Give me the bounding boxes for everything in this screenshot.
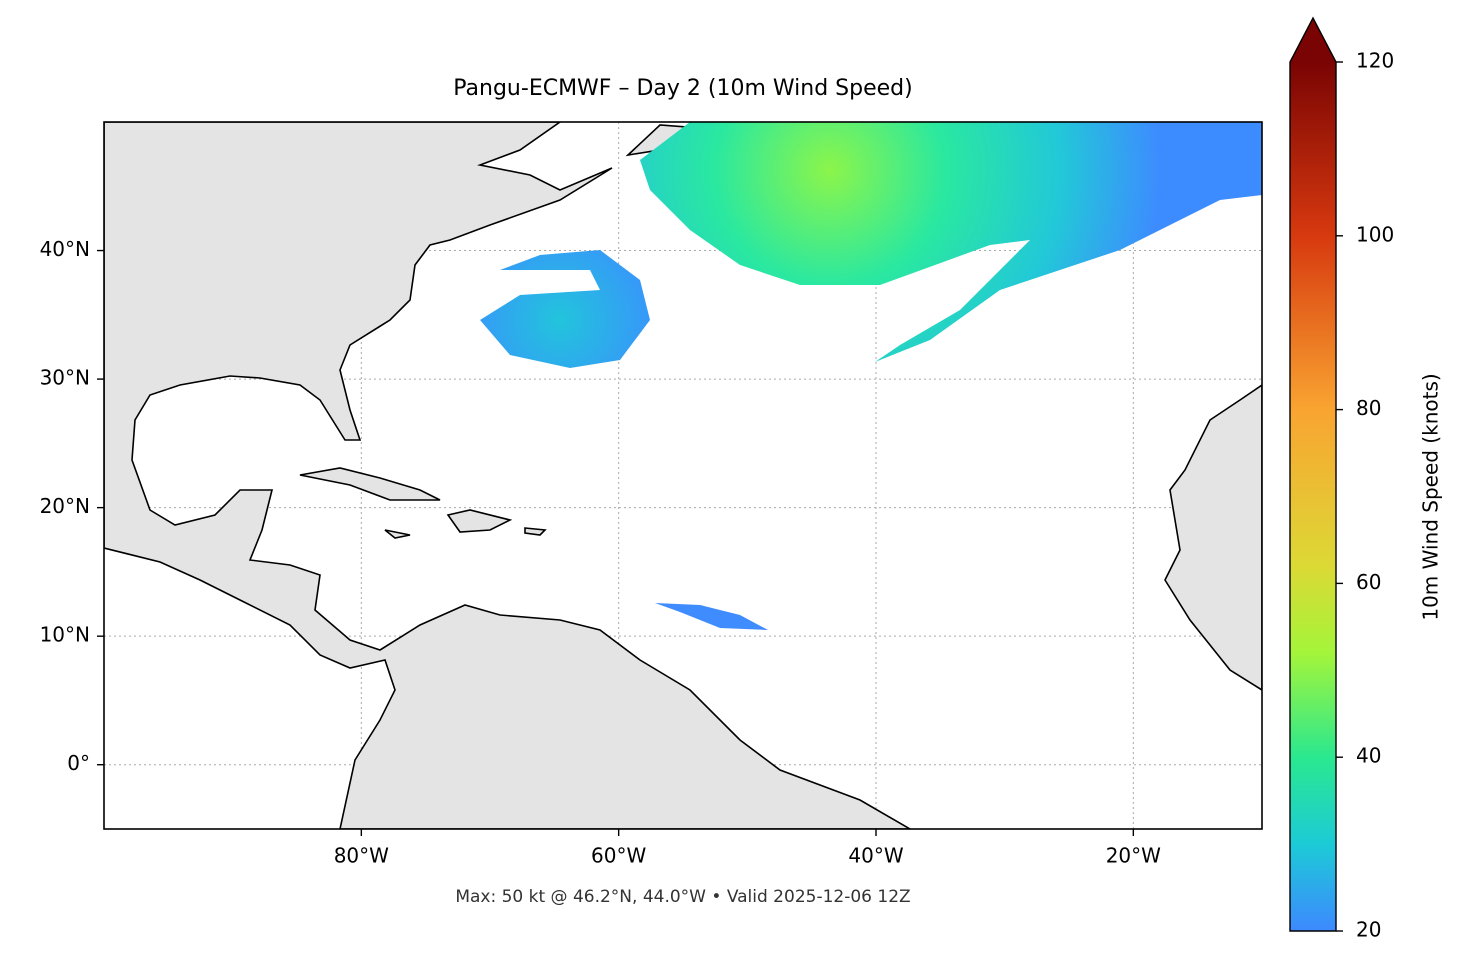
wind-area: [480, 250, 650, 368]
colorbar-extend: [1290, 18, 1336, 62]
colorbar-tick-label: 20: [1356, 918, 1381, 942]
y-tick-label: 40°N: [40, 237, 90, 261]
colorbar-scale: [1290, 62, 1336, 931]
colorbar-label: 10m Wind Speed (knots): [1419, 373, 1443, 620]
map-frame: [103, 121, 1263, 830]
wind-area: [655, 603, 768, 630]
chart-title: Pangu-ECMWF – Day 2 (10m Wind Speed): [453, 76, 912, 101]
colorbar-tick-label: 80: [1356, 396, 1381, 420]
colorbar: 20 40 60 80 100 120: [1289, 16, 1394, 942]
y-tick-label: 20°N: [40, 494, 90, 518]
x-tick-label: 40°W: [848, 844, 903, 868]
colorbar-tick-label: 120: [1356, 49, 1394, 73]
wind-area: [640, 122, 1262, 362]
africa: [1164, 384, 1262, 691]
colorbar-tick-label: 60: [1356, 570, 1381, 594]
x-tick-label: 80°W: [334, 844, 389, 868]
caption: Max: 50 kt @ 46.2°N, 44.0°W • Valid 2025…: [455, 887, 910, 907]
puerto-rico: [524, 527, 547, 536]
y-tick-label: 30°N: [40, 366, 90, 390]
colorbar-frame: [1289, 16, 1337, 932]
y-tick-label: 10°N: [40, 623, 90, 647]
x-tick-label: 60°W: [591, 844, 646, 868]
colorbar-tick-label: 100: [1356, 222, 1394, 246]
jamaica: [384, 529, 411, 539]
colorbar-tick-label: 40: [1356, 744, 1381, 768]
cuba: [299, 467, 441, 501]
x-tick-label: 20°W: [1106, 844, 1161, 868]
americas: [104, 122, 912, 829]
y-tick-label: 0°: [67, 751, 90, 775]
hispaniola: [446, 509, 513, 533]
map-layer: [104, 122, 1262, 829]
